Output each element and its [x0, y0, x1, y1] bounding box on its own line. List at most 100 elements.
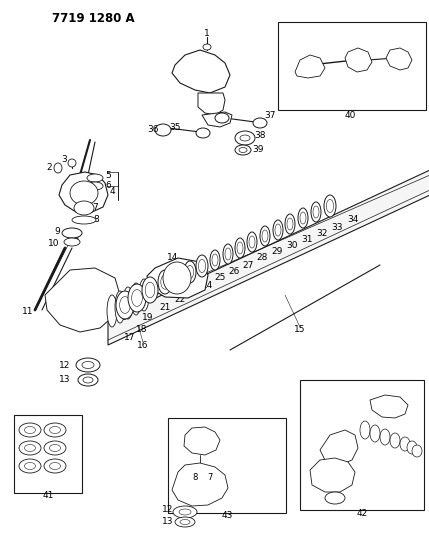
- Ellipse shape: [19, 441, 41, 455]
- Ellipse shape: [70, 181, 98, 205]
- Polygon shape: [310, 458, 355, 492]
- Text: 8: 8: [192, 473, 198, 482]
- Text: 7719 1280 A: 7719 1280 A: [52, 12, 135, 25]
- Ellipse shape: [44, 459, 66, 473]
- Ellipse shape: [161, 275, 169, 289]
- Text: 13: 13: [162, 518, 174, 527]
- Text: 20: 20: [116, 313, 128, 322]
- Text: 2: 2: [46, 164, 52, 173]
- Ellipse shape: [249, 236, 255, 248]
- Ellipse shape: [145, 282, 155, 298]
- Text: 1: 1: [204, 28, 210, 37]
- Ellipse shape: [325, 492, 345, 504]
- Text: 23: 23: [187, 287, 199, 296]
- Text: 8: 8: [93, 215, 99, 224]
- Polygon shape: [198, 93, 225, 115]
- Ellipse shape: [139, 279, 149, 311]
- Text: 24: 24: [201, 280, 213, 289]
- Text: 12: 12: [162, 505, 174, 514]
- Ellipse shape: [76, 358, 100, 372]
- Text: 21: 21: [159, 303, 171, 312]
- Ellipse shape: [285, 214, 295, 234]
- Text: 35: 35: [169, 123, 181, 132]
- Ellipse shape: [123, 287, 133, 319]
- Text: 3: 3: [61, 156, 67, 165]
- Ellipse shape: [370, 425, 380, 442]
- Polygon shape: [320, 430, 358, 465]
- Ellipse shape: [49, 445, 60, 451]
- Ellipse shape: [115, 291, 125, 323]
- Ellipse shape: [203, 44, 211, 50]
- Ellipse shape: [82, 361, 94, 368]
- Ellipse shape: [180, 520, 190, 524]
- Ellipse shape: [235, 131, 255, 145]
- Ellipse shape: [210, 250, 220, 270]
- Text: 31: 31: [301, 236, 313, 245]
- Ellipse shape: [400, 437, 410, 451]
- Text: 42: 42: [356, 508, 368, 518]
- Ellipse shape: [239, 148, 247, 152]
- Text: 32: 32: [316, 229, 328, 238]
- Ellipse shape: [78, 374, 98, 386]
- Ellipse shape: [171, 266, 183, 288]
- Ellipse shape: [225, 248, 231, 260]
- Text: 28: 28: [256, 254, 268, 262]
- Ellipse shape: [87, 182, 103, 190]
- Ellipse shape: [132, 289, 142, 306]
- Text: 11: 11: [22, 308, 34, 317]
- Ellipse shape: [54, 163, 62, 173]
- Ellipse shape: [260, 226, 270, 246]
- Ellipse shape: [107, 295, 117, 327]
- Text: 12: 12: [59, 360, 71, 369]
- Ellipse shape: [128, 284, 146, 312]
- Ellipse shape: [275, 224, 281, 236]
- Ellipse shape: [240, 135, 250, 141]
- Text: 14: 14: [167, 254, 179, 262]
- Polygon shape: [45, 268, 120, 332]
- Ellipse shape: [247, 232, 257, 252]
- Text: 41: 41: [42, 491, 54, 500]
- Ellipse shape: [44, 441, 66, 455]
- Polygon shape: [147, 258, 208, 298]
- Text: 27: 27: [242, 261, 254, 270]
- Ellipse shape: [412, 445, 422, 457]
- Ellipse shape: [198, 260, 205, 272]
- Text: 18: 18: [136, 326, 148, 335]
- Ellipse shape: [298, 208, 308, 228]
- Ellipse shape: [158, 270, 172, 294]
- Ellipse shape: [44, 423, 66, 437]
- Bar: [168, 418, 286, 513]
- Text: 34: 34: [347, 215, 359, 224]
- Polygon shape: [202, 112, 232, 127]
- Ellipse shape: [74, 201, 94, 215]
- Ellipse shape: [49, 426, 60, 433]
- Polygon shape: [370, 395, 408, 418]
- Ellipse shape: [287, 218, 293, 230]
- Ellipse shape: [235, 145, 251, 155]
- Ellipse shape: [184, 261, 196, 283]
- Ellipse shape: [19, 459, 41, 473]
- Text: 25: 25: [214, 273, 226, 282]
- Ellipse shape: [173, 270, 181, 284]
- Ellipse shape: [116, 291, 134, 319]
- Bar: [14, 415, 82, 493]
- Ellipse shape: [407, 441, 417, 454]
- Ellipse shape: [24, 463, 36, 470]
- Ellipse shape: [380, 429, 390, 445]
- Text: 6: 6: [105, 182, 111, 190]
- Polygon shape: [345, 48, 372, 72]
- Ellipse shape: [196, 128, 210, 138]
- Ellipse shape: [313, 206, 319, 218]
- Text: 4: 4: [109, 188, 115, 197]
- Text: 9: 9: [54, 228, 60, 237]
- Polygon shape: [295, 55, 325, 78]
- Text: 40: 40: [344, 110, 356, 119]
- Text: 26: 26: [228, 268, 240, 277]
- Text: 30: 30: [286, 241, 298, 251]
- Ellipse shape: [24, 426, 36, 433]
- Ellipse shape: [253, 118, 267, 128]
- Bar: [278, 22, 426, 110]
- Text: 13: 13: [59, 376, 71, 384]
- Ellipse shape: [196, 255, 208, 277]
- Ellipse shape: [179, 509, 191, 515]
